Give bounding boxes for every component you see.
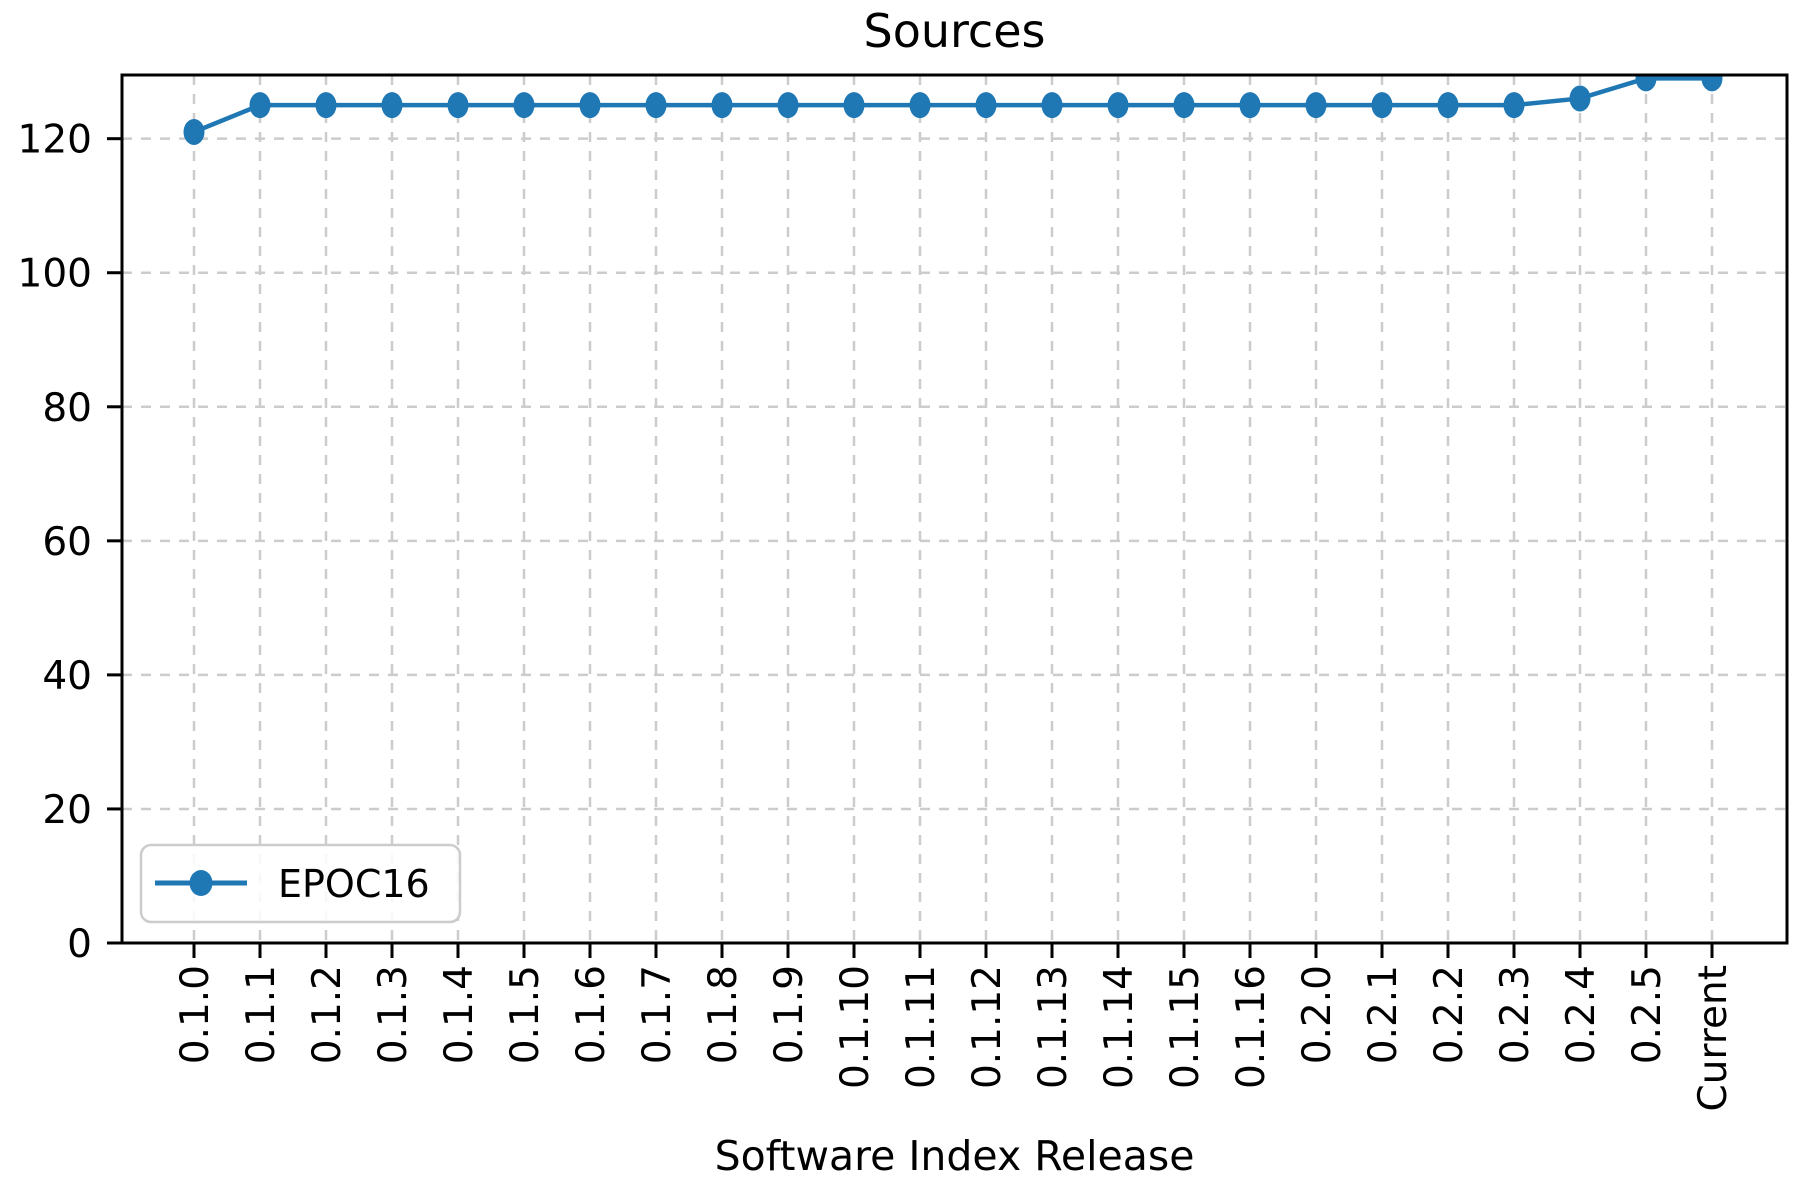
data-point-0.1.0 [183,118,205,145]
y-tick-label: 100 [18,252,92,297]
data-point-0.2.0 [1305,92,1327,119]
x-tick-label: 0.1.6 [569,965,614,1064]
legend: EPOC16 [139,843,462,924]
data-point-0.1.9 [777,92,799,119]
data-point-0.2.4 [1569,85,1591,112]
data-point-0.1.11 [909,92,931,119]
data-point-0.1.7 [645,92,667,119]
y-tick-label: 0 [67,922,92,967]
data-point-0.2.3 [1503,92,1525,119]
x-tick-label: 0.1.9 [767,965,812,1064]
y-tick-label: 20 [42,788,92,833]
x-tick-label: 0.1.5 [503,965,548,1064]
data-point-0.1.3 [381,92,403,119]
data-point-0.1.8 [711,92,733,119]
chart-title: Sources [863,4,1046,58]
data-point-0.2.5 [1635,75,1657,92]
data-point-Current [1701,75,1723,92]
data-point-0.1.12 [975,92,997,119]
series-EPOC16 [183,75,1723,145]
series-line [193,76,1712,135]
x-tick-label: 0.1.10 [833,965,878,1089]
x-tick-label: 0.1.7 [635,965,680,1064]
x-tick-label: 0.1.1 [239,965,284,1064]
x-tick-label: 0.1.12 [965,965,1010,1089]
x-tick-label: 0.1.11 [899,965,944,1089]
data-point-0.1.4 [447,92,469,119]
x-tick-label: 0.1.13 [1031,965,1076,1089]
data-point-0.1.16 [1239,92,1261,119]
data-point-0.1.1 [249,92,271,119]
x-tick-label: 0.2.4 [1559,965,1604,1064]
data-point-0.2.1 [1371,92,1393,119]
x-tick-label: 0.1.4 [437,965,482,1064]
x-tick-label: 0.2.3 [1493,965,1538,1064]
data-point-0.1.13 [1041,92,1063,119]
data-point-0.1.2 [315,92,337,119]
y-tick-label: 60 [42,520,92,565]
x-tick-label: 0.1.16 [1229,965,1274,1089]
x-tick-label: 0.1.8 [701,965,746,1064]
x-tick-label: 0.1.15 [1163,965,1208,1089]
x-tick-label: 0.1.0 [173,965,218,1064]
legend-marker [189,870,213,896]
y-tick-label: 40 [42,654,92,699]
x-tick-label: Current [1691,965,1736,1111]
y-axis: 0 20 40 60 80 100 120 [18,118,122,967]
y-tick-label: 120 [18,118,92,163]
x-tick-label: 0.2.5 [1625,965,1670,1064]
data-point-0.1.5 [513,92,535,119]
x-tick-label: 0.1.3 [371,965,416,1064]
legend-box [139,843,462,924]
grid [122,75,1787,945]
x-tick-label: 0.1.2 [305,965,350,1064]
x-tick-label: 0.2.1 [1361,965,1406,1064]
axes-frame [120,73,1789,945]
x-tick-label: 0.1.14 [1097,965,1142,1089]
x-tick-label: 0.2.0 [1295,965,1340,1064]
y-tick-label: 80 [42,386,92,431]
data-point-0.1.10 [843,92,865,119]
x-axis-label: Software Index Release [714,1132,1195,1180]
data-point-0.1.6 [579,92,601,119]
data-point-0.1.14 [1107,92,1129,119]
x-axis: 0.1.0 0.1.1 0.1.2 0.1.3 0.1.4 0.1.5 0.1.6 0.1.7… [173,943,1736,1111]
x-tick-label: 0.2.2 [1427,965,1472,1064]
legend-label: EPOC16 [278,862,430,906]
data-point-0.2.2 [1437,92,1459,119]
data-point-0.1.15 [1173,92,1195,119]
